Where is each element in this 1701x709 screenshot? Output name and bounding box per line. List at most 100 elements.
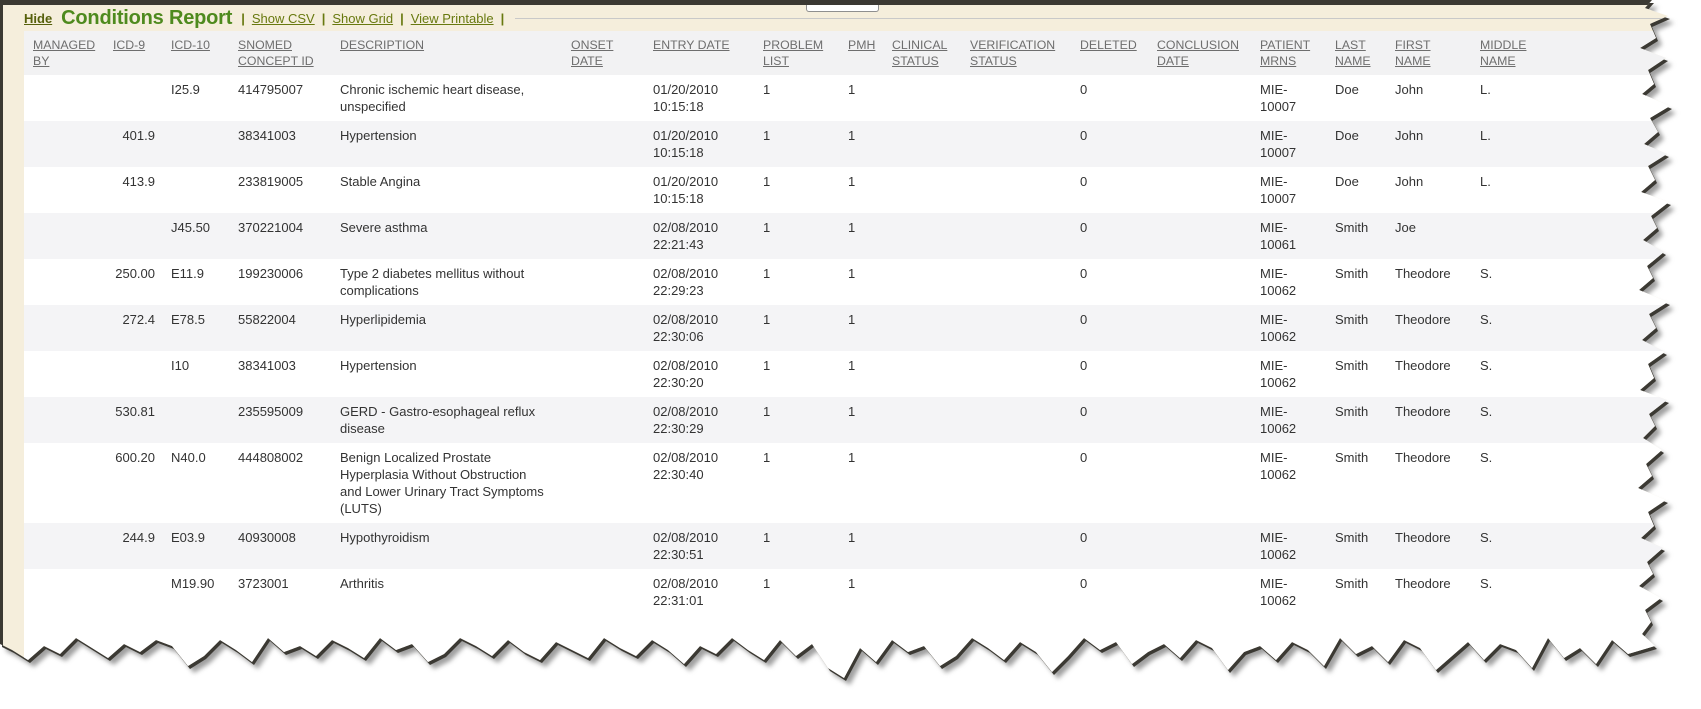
cell-snomed: 444808002 — [238, 450, 304, 465]
column-header-entry-date[interactable]: ENTRY DATE — [653, 38, 730, 52]
table-row: I25.9 414795007 Chronic ischemic heart dis… — [24, 75, 1670, 121]
cell-pmh: 1 — [848, 450, 856, 465]
column-header-deleted[interactable]: DELETED — [1080, 38, 1137, 52]
cell-patient-mrns: MIE-10062 — [1260, 530, 1297, 562]
cell-last-name: Smith — [1335, 266, 1369, 281]
view-printable-link[interactable]: View Printable — [410, 10, 494, 26]
cell-snomed: 235595009 — [238, 404, 304, 419]
cell-icd10: E03.9 — [171, 530, 205, 545]
cell-verification-status — [970, 121, 1080, 167]
cell-snomed: 199230006 — [238, 266, 304, 281]
column-header-last-name[interactable]: LAST NAME — [1335, 38, 1371, 68]
cell-onset-date — [571, 167, 653, 213]
cell-managed-by — [24, 75, 113, 121]
column-header-verification-status[interactable]: VERIFICATION STATUS — [970, 38, 1056, 68]
table-row: J45.50 370221004 Severe asthma 02/08/2010 2… — [24, 213, 1670, 259]
cell-first-name: Theodore — [1395, 450, 1451, 465]
table-header-row: MANAGED BY ICD-9 ICD-10 SNOMED CONCEPT ID DE… — [24, 31, 1670, 75]
cell-description: Stable Angina — [340, 174, 421, 189]
cell-clinical-status — [892, 259, 970, 305]
column-header-pmh[interactable]: PMH — [848, 38, 876, 52]
cell-verification-status — [970, 167, 1080, 213]
cell-clinical-status — [892, 213, 970, 259]
cell-patient-mrns: MIE-10062 — [1260, 450, 1297, 482]
cell-pmh: 1 — [848, 404, 856, 419]
table-row: 530.81 235595009 GERD - Gastro-esophageal … — [24, 397, 1670, 443]
cell-onset-date — [571, 397, 653, 443]
hide-link[interactable]: Hide — [24, 10, 53, 26]
cell-entry-date: 02/08/2010 22:30:51 — [653, 530, 719, 562]
cell-managed-by — [24, 523, 113, 569]
cell-deleted: 0 — [1080, 128, 1088, 143]
cell-icd9 — [113, 351, 171, 397]
show-grid-link[interactable]: Show Grid — [332, 10, 394, 26]
cell-onset-date — [571, 213, 653, 259]
column-header-icd9[interactable]: ICD-9 — [113, 38, 146, 52]
cell-description: Hyperlipidemia — [340, 312, 426, 327]
cell-clinical-status — [892, 523, 970, 569]
cell-icd9: 250.00 — [115, 266, 155, 281]
cell-entry-date: 01/20/2010 10:15:18 — [653, 174, 719, 206]
column-header-icd10[interactable]: ICD-10 — [171, 38, 210, 52]
cell-pmh: 1 — [848, 576, 856, 591]
cell-icd9: 401.9 — [122, 128, 155, 143]
cell-conclusion-date — [1157, 121, 1260, 167]
cell-verification-status — [970, 305, 1080, 351]
column-header-description[interactable]: DESCRIPTION — [340, 38, 425, 52]
cell-entry-date: 02/08/2010 22:30:29 — [653, 404, 719, 436]
table-row: 600.20 N40.0 444808002 Benign Localized Pro… — [24, 443, 1670, 523]
column-header-middle-name[interactable]: MIDDLE NAME — [1480, 38, 1527, 68]
cell-managed-by — [24, 351, 113, 397]
cell-pmh: 1 — [848, 530, 856, 545]
cell-conclusion-date — [1157, 305, 1260, 351]
column-header-clinical-status[interactable]: CLINICAL STATUS — [892, 38, 948, 68]
column-header-onset-date[interactable]: ONSET DATE — [571, 38, 614, 68]
column-header-managed-by[interactable]: MANAGED BY — [33, 38, 96, 68]
cell-middle-name: L. — [1480, 82, 1491, 97]
cell-problem-list: 1 — [763, 404, 771, 419]
cell-managed-by — [24, 121, 113, 167]
cell-onset-date — [571, 305, 653, 351]
cell-clinical-status — [892, 397, 970, 443]
cell-problem-list: 1 — [763, 266, 771, 281]
cell-conclusion-date — [1157, 259, 1260, 305]
column-header-snomed[interactable]: SNOMED CONCEPT ID — [238, 38, 314, 68]
cell-conclusion-date — [1157, 351, 1260, 397]
cell-first-name: Joe — [1395, 220, 1416, 235]
cell-first-name: Theodore — [1395, 312, 1451, 327]
cell-icd9: 530.81 — [115, 404, 155, 419]
cell-snomed: 38341003 — [238, 358, 296, 373]
cell-description: Benign Localized Prostate Hyperplasia Wi… — [340, 450, 544, 516]
cell-conclusion-date — [1157, 397, 1260, 443]
column-header-patient-mrns[interactable]: PATIENT MRNS — [1260, 38, 1311, 68]
report-title-bar: Hide Conditions Report | Show CSV | Show… — [3, 5, 1670, 31]
cell-last-name: Smith — [1335, 404, 1369, 419]
cell-icd9: 600.20 — [115, 450, 155, 465]
conditions-table: MANAGED BY ICD-9 ICD-10 SNOMED CONCEPT ID DE… — [24, 31, 1670, 678]
cell-patient-mrns: MIE-10007 — [1260, 82, 1297, 114]
title-separator: | — [500, 10, 505, 26]
cell-description: Hypertension — [340, 128, 417, 143]
cell-pmh: 1 — [848, 312, 856, 327]
cell-managed-by — [24, 167, 113, 213]
cell-clinical-status — [892, 305, 970, 351]
cell-icd9: 244.9 — [122, 530, 155, 545]
table-row: I10 38341003 Hypertension 02/08/2010 22:30:… — [24, 351, 1670, 397]
column-header-problem-list[interactable]: PROBLEM LIST — [763, 38, 824, 68]
cell-managed-by — [24, 259, 113, 305]
show-csv-link[interactable]: Show CSV — [251, 10, 315, 26]
column-header-first-name[interactable]: FIRST NAME — [1395, 38, 1431, 68]
cell-verification-status — [970, 213, 1080, 259]
cell-problem-list: 1 — [763, 530, 771, 545]
cell-icd9: 272.4 — [122, 312, 155, 327]
cell-snomed: 38341003 — [238, 128, 296, 143]
cell-last-name: Smith — [1335, 576, 1369, 591]
cell-deleted: 0 — [1080, 404, 1088, 419]
cell-problem-list: 1 — [763, 312, 771, 327]
table-row: 250.00 E11.9 199230006 Type 2 diabetes mell… — [24, 259, 1670, 305]
cell-deleted: 0 — [1080, 174, 1088, 189]
cell-clinical-status — [892, 443, 970, 523]
column-header-conclusion-date[interactable]: CONCLUSION DATE — [1157, 38, 1239, 68]
cell-managed-by — [24, 305, 113, 351]
